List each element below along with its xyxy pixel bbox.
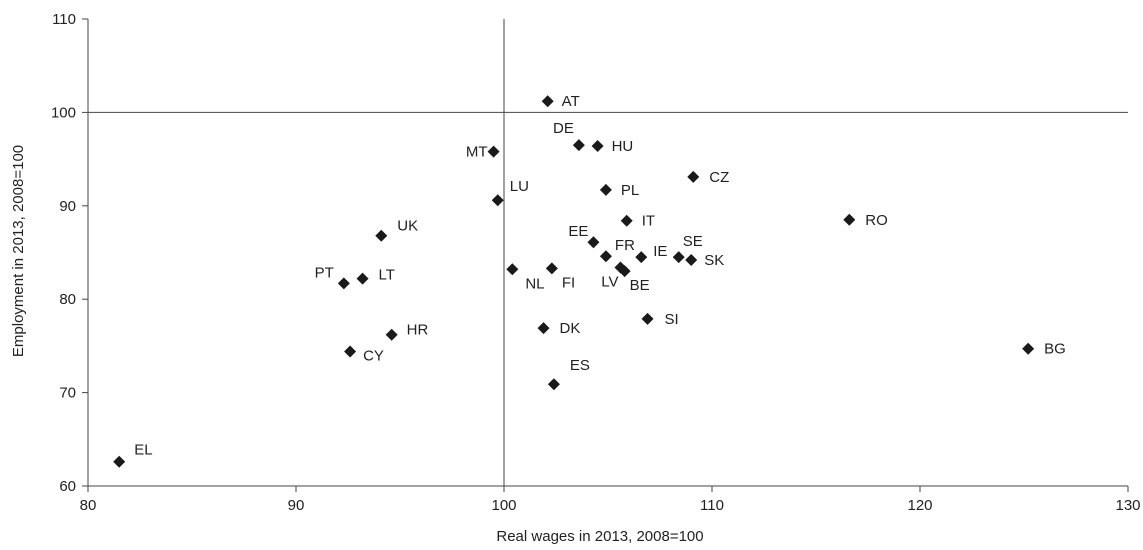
- point-label-cy: CY: [363, 348, 384, 365]
- point-label-mt: MT: [466, 144, 488, 161]
- point-label-ie: IE: [653, 243, 667, 260]
- point-label-uk: UK: [397, 218, 418, 235]
- data-point-sk: [685, 253, 698, 266]
- point-label-fr: FR: [615, 237, 635, 254]
- point-label-se: SE: [683, 233, 703, 250]
- data-point-ee: [587, 236, 600, 249]
- data-point-it: [620, 214, 633, 227]
- axes: [87, 19, 1128, 487]
- x-tick-label: 80: [80, 497, 97, 514]
- data-point-el: [113, 455, 126, 468]
- data-point-si: [641, 312, 654, 325]
- data-point-be: [618, 265, 631, 278]
- point-label-pt: PT: [315, 264, 334, 281]
- data-point-dk: [537, 322, 550, 335]
- data-point-mt: [487, 145, 500, 158]
- y-axis-title: Employment in 2013, 2008=100: [10, 145, 27, 357]
- data-point-pl: [599, 183, 612, 196]
- point-label-cz: CZ: [709, 169, 729, 186]
- point-label-bg: BG: [1044, 341, 1066, 358]
- data-points: [113, 95, 1035, 468]
- reference-lines: [88, 19, 1128, 486]
- data-point-at: [541, 95, 554, 108]
- data-point-lu: [491, 194, 504, 207]
- point-label-sk: SK: [704, 252, 724, 269]
- data-point-nl: [506, 263, 519, 276]
- data-point-bg: [1022, 342, 1035, 355]
- point-label-hr: HR: [407, 322, 429, 339]
- x-tick-label: 120: [907, 497, 932, 514]
- point-label-ro: RO: [865, 212, 888, 229]
- y-tick-label: 70: [59, 385, 76, 402]
- point-label-ee: EE: [568, 223, 588, 240]
- point-label-lt: LT: [379, 267, 395, 284]
- data-point-cz: [687, 170, 700, 183]
- data-point-de: [572, 139, 585, 152]
- point-label-el: EL: [134, 442, 152, 459]
- y-tick-label: 90: [59, 198, 76, 215]
- point-label-si: SI: [665, 311, 679, 328]
- data-point-uk: [375, 229, 388, 242]
- point-label-nl: NL: [525, 275, 544, 292]
- point-label-de: DE: [553, 120, 574, 137]
- x-tick-label: 130: [1115, 497, 1140, 514]
- data-point-hr: [385, 328, 398, 341]
- data-point-hu: [591, 140, 604, 153]
- point-label-es: ES: [570, 357, 590, 374]
- data-point-cy: [344, 345, 357, 358]
- data-point-ro: [843, 213, 856, 226]
- data-point-es: [547, 378, 560, 391]
- x-tick-label: 100: [491, 497, 516, 514]
- point-label-hu: HU: [612, 138, 634, 155]
- point-label-it: IT: [642, 213, 655, 230]
- data-point-fi: [545, 262, 558, 275]
- y-tick-label: 80: [59, 291, 76, 308]
- data-point-fr: [599, 250, 612, 263]
- y-tick-label: 100: [51, 104, 76, 121]
- y-tick-label: 110: [52, 11, 76, 28]
- data-point-se: [672, 251, 685, 264]
- point-label-pl: PL: [621, 182, 639, 199]
- data-point-ie: [635, 251, 648, 264]
- point-label-lv: LV: [601, 273, 618, 290]
- x-axis-title: Real wages in 2013, 2008=100: [496, 528, 703, 545]
- data-point-lt: [356, 272, 369, 285]
- point-label-at: AT: [562, 93, 580, 110]
- ticks: 60 70 80 90 100 110 80 90 100 110 120 130: [51, 11, 1141, 514]
- y-tick-label: 60: [59, 478, 76, 495]
- x-tick-label: 110: [700, 497, 724, 514]
- point-label-fi: FI: [562, 274, 575, 291]
- x-tick-label: 90: [288, 497, 305, 514]
- point-label-lu: LU: [510, 178, 529, 195]
- point-label-dk: DK: [560, 320, 581, 337]
- data-point-pt: [337, 277, 350, 290]
- point-label-be: BE: [630, 277, 650, 294]
